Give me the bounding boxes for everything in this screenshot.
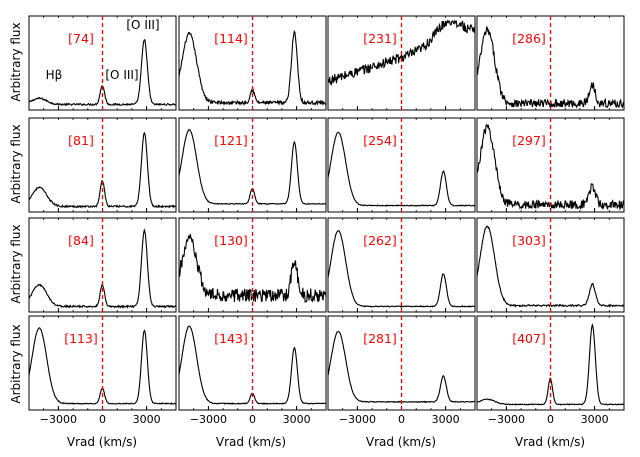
panel-id-label: [114] <box>214 31 248 46</box>
spectrum-line <box>476 323 625 406</box>
xtick-label: −3000 <box>488 413 525 426</box>
spectrum-line <box>327 230 476 308</box>
xlabel-col-3: Vrad (km/s) <box>366 435 436 449</box>
oiii-strong-annotation: [O III] <box>126 18 159 32</box>
panel-id-label: [407] <box>512 331 546 346</box>
panel-id-label: [254] <box>363 133 397 148</box>
spectrum-panel: [254] <box>327 117 476 213</box>
xtick-label: 0 <box>547 413 554 426</box>
xlabel-col-2: Vrad (km/s) <box>216 435 286 449</box>
spectrum-panel: [281] −3000 0 3000 <box>327 315 476 426</box>
spectrum-panel: [407] −3000 0 3000 <box>476 315 625 426</box>
hbeta-annotation: Hβ <box>46 68 63 82</box>
spectrum-panel: [262] <box>327 217 476 313</box>
panel-id-label: [303] <box>512 233 546 248</box>
spectrum-panel: [81] <box>28 117 177 213</box>
panel-id-label: [121] <box>214 133 248 148</box>
spectrum-panel: [143] −3000 0 3000 <box>178 315 327 426</box>
xtick-label: 3000 <box>432 413 460 426</box>
xlabel-col-1: Vrad (km/s) <box>67 435 137 449</box>
panel-id-label: [297] <box>512 133 546 148</box>
ylabel-row-1: Arbitrary flux <box>9 22 23 101</box>
panel-id-label: [281] <box>363 331 397 346</box>
spectrum-panel: [303] <box>476 217 625 313</box>
spectrum-panel: [297] <box>476 117 625 213</box>
ylabel-row-4: Arbitrary flux <box>9 324 23 403</box>
xtick-label: 0 <box>99 413 106 426</box>
oiii-weak-annotation: [O III] <box>105 68 138 82</box>
spectrum-panel: [286] <box>476 15 625 111</box>
panel-id-label: [81] <box>68 133 94 148</box>
panels-layer: [74] [114] [231] [286] [81] [121] [254] [297] [8… <box>28 15 625 426</box>
panel-id-label: [143] <box>214 331 248 346</box>
xtick-label: 0 <box>249 413 256 426</box>
panel-id-label: [286] <box>512 31 546 46</box>
xtick-label: 3000 <box>581 413 609 426</box>
spectrum-panel: [113] −3000 0 3000 <box>28 315 177 426</box>
panel-id-label: [262] <box>363 233 397 248</box>
ylabel-row-2: Arbitrary flux <box>9 124 23 203</box>
spectrum-panel: [231] <box>327 15 476 111</box>
panel-id-label: [130] <box>214 233 248 248</box>
xtick-label: −3000 <box>190 413 227 426</box>
spectrum-panel: [130] <box>178 217 327 313</box>
xtick-label: 3000 <box>133 413 161 426</box>
panel-id-label: [74] <box>68 31 94 46</box>
xlabel-col-4: Vrad (km/s) <box>515 435 585 449</box>
xtick-label: −3000 <box>339 413 376 426</box>
spectrum-panel: [84] <box>28 217 177 313</box>
panel-id-label: [84] <box>68 233 94 248</box>
spectrum-line <box>178 29 327 107</box>
xtick-label: 0 <box>398 413 405 426</box>
spectrum-line <box>28 131 177 209</box>
spectrum-line <box>28 228 177 309</box>
spectrum-panel: [114] <box>178 15 327 111</box>
panel-id-label: [231] <box>363 31 397 46</box>
xtick-label: −3000 <box>40 413 77 426</box>
panel-id-label: [113] <box>64 331 98 346</box>
spectrum-panel: [121] <box>178 117 327 213</box>
ylabel-row-3: Arbitrary flux <box>9 224 23 303</box>
spectrum-line <box>28 38 177 107</box>
xtick-label: 3000 <box>283 413 311 426</box>
labels-layer: Arbitrary flux Arbitrary flux Arbitrary … <box>9 18 585 449</box>
spectrum-panel: [74] <box>28 15 177 111</box>
